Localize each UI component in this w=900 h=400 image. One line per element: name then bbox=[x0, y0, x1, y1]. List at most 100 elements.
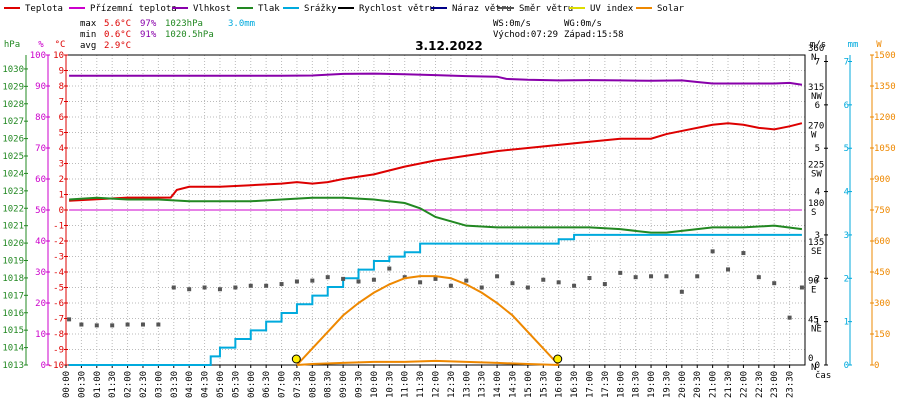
x-tick-label: 14:00 bbox=[493, 371, 503, 398]
ms-axis-tick-label: 7 bbox=[815, 58, 820, 68]
x-tick-label: 11:00 bbox=[401, 371, 411, 398]
hpa-axis-tick-label: 1029 bbox=[2, 82, 24, 92]
wind-direction-point bbox=[433, 276, 438, 281]
percent-axis-tick-label: 30 bbox=[35, 268, 46, 278]
x-tick-label: 08:30 bbox=[324, 371, 334, 398]
series-solar bbox=[296, 275, 560, 366]
wind-direction-point bbox=[202, 285, 207, 290]
temp-axis-tick-label: 3 bbox=[59, 160, 64, 170]
wind-direction-point bbox=[756, 275, 761, 280]
wind-direction-point bbox=[695, 274, 700, 279]
sun-marker bbox=[553, 354, 563, 364]
wind-direction-point bbox=[602, 282, 607, 287]
wind-gust-info: WG:0m/s bbox=[564, 19, 602, 29]
wind-direction-point bbox=[495, 274, 500, 279]
wind-direction-point bbox=[325, 275, 330, 280]
wind-direction-point bbox=[510, 281, 515, 286]
x-tick-label: 01:00 bbox=[93, 371, 103, 398]
wind-direction-point bbox=[664, 274, 669, 279]
x-tick-label: 00:00 bbox=[62, 371, 72, 398]
wind-direction-point bbox=[799, 285, 804, 290]
percent-axis-tick-label: 10 bbox=[35, 330, 46, 340]
mm-axis-tick-label: 0 bbox=[844, 361, 849, 371]
temp-axis-tick-label: -5 bbox=[53, 284, 64, 294]
temp-axis-tick-label: -1 bbox=[53, 222, 64, 232]
x-tick-label: 22:30 bbox=[755, 371, 765, 398]
x-tick-label: 10:30 bbox=[385, 371, 395, 398]
stats-min-temp: 0.6°C bbox=[104, 30, 131, 40]
legend-label: Vlhkost bbox=[193, 4, 231, 14]
x-tick-label: 23:30 bbox=[786, 371, 796, 398]
temp-axis-tick-label: -9 bbox=[53, 346, 64, 356]
x-tick-label: 03:30 bbox=[170, 371, 180, 398]
wind-direction-point bbox=[248, 283, 253, 288]
wind-direction-point bbox=[618, 270, 623, 275]
hpa-axis-tick-label: 1027 bbox=[2, 117, 24, 127]
direction-label: E bbox=[811, 286, 816, 296]
hpa-axis-tick-label: 1020 bbox=[2, 239, 24, 249]
percent-axis-unit: % bbox=[38, 40, 44, 50]
legend-label: Tlak bbox=[258, 4, 280, 14]
x-tick-label: 12:00 bbox=[432, 371, 442, 398]
x-tick-label: 09:00 bbox=[339, 371, 349, 398]
temp-axis-tick-label: -8 bbox=[53, 330, 64, 340]
wind-direction-point bbox=[649, 274, 654, 279]
watt-axis-unit: W bbox=[876, 40, 882, 50]
wind-direction-point bbox=[264, 283, 269, 288]
percent-axis-tick-label: 70 bbox=[35, 144, 46, 154]
watt-axis-tick-label: 0 bbox=[874, 361, 879, 371]
mm-axis-tick-label: 7 bbox=[844, 58, 849, 68]
temp-axis-tick-label: 2 bbox=[59, 175, 64, 185]
ms-axis-tick-label: 6 bbox=[815, 101, 820, 111]
temp-axis-tick-label: 5 bbox=[59, 129, 64, 139]
percent-axis-tick-label: 40 bbox=[35, 237, 46, 247]
mm-axis-tick-label: 3 bbox=[844, 231, 849, 241]
direction-label: NW bbox=[811, 92, 822, 102]
direction-value: 135 bbox=[808, 238, 824, 248]
wind-direction-point bbox=[110, 323, 115, 328]
wind-direction-point bbox=[525, 285, 530, 290]
stats-max-press: 1023hPa bbox=[165, 19, 203, 29]
direction-value: 90 bbox=[808, 277, 819, 287]
series-teplota bbox=[69, 122, 803, 202]
stats-max-hum: 97% bbox=[140, 19, 157, 29]
x-tick-label: 04:30 bbox=[201, 371, 211, 398]
wind-direction-point bbox=[171, 285, 176, 290]
x-tick-label: 15:00 bbox=[524, 371, 534, 398]
x-tick-label: 21:00 bbox=[709, 371, 719, 398]
direction-label: N bbox=[811, 363, 816, 373]
series-vlhkost bbox=[69, 72, 803, 86]
legend-label: Srážky bbox=[304, 4, 337, 14]
percent-axis-tick-label: 50 bbox=[35, 206, 46, 216]
wind-direction-point bbox=[479, 285, 484, 290]
stats-min-label: min bbox=[80, 30, 96, 40]
x-tick-label: 14:30 bbox=[508, 371, 518, 398]
direction-label: NE bbox=[811, 324, 822, 334]
x-tick-label: 13:30 bbox=[478, 371, 488, 398]
wind-direction-point bbox=[341, 276, 346, 281]
hpa-axis-tick-label: 1025 bbox=[2, 152, 24, 162]
percent-axis-tick-label: 20 bbox=[35, 299, 46, 309]
wind-direction-point bbox=[294, 279, 299, 284]
legend-label: Náraz větru bbox=[452, 4, 512, 14]
direction-value: 0 bbox=[808, 354, 813, 364]
x-tick-label: 17:30 bbox=[601, 371, 611, 398]
wind-direction-point bbox=[418, 280, 423, 285]
hpa-axis-tick-label: 1022 bbox=[2, 204, 24, 214]
wind-speed-info: WS:0m/s bbox=[493, 19, 531, 29]
temp-axis-tick-label: 7 bbox=[59, 98, 64, 108]
legend-label: Směr větru bbox=[519, 4, 573, 14]
wind-direction-point bbox=[187, 287, 192, 292]
percent-axis-tick-label: 80 bbox=[35, 113, 46, 123]
hpa-axis-unit: hPa bbox=[4, 40, 20, 50]
mm-axis-tick-label: 6 bbox=[844, 101, 849, 111]
x-tick-label: 22:00 bbox=[739, 371, 749, 398]
legend-label: Přízemní teplota bbox=[90, 4, 177, 14]
temp-axis-tick-label: 9 bbox=[59, 67, 64, 77]
x-tick-label: 16:00 bbox=[555, 371, 565, 398]
x-tick-label: 05:30 bbox=[231, 371, 241, 398]
ms-axis-tick-label: 4 bbox=[815, 188, 820, 198]
legend-label: Teplota bbox=[25, 4, 63, 14]
wind-direction-point bbox=[217, 287, 222, 292]
hpa-axis-tick-label: 1023 bbox=[2, 187, 24, 197]
